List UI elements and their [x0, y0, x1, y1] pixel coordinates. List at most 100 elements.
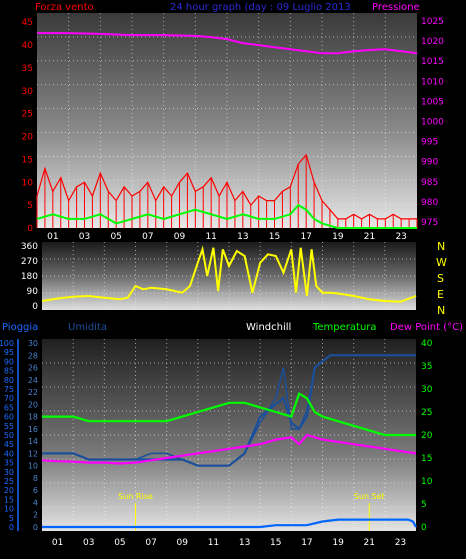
rain-line	[42, 518, 417, 529]
humidity-tick-label: 12	[28, 449, 38, 458]
pressure-axis: 975 980 985 990 995 1000 1005 1010 1015 1020 1025	[421, 17, 444, 228]
rain-tick-label: 80	[4, 376, 14, 385]
legend-dewpoint: Dew Point (°C)	[390, 322, 463, 333]
direction-letter-e: E	[437, 288, 444, 301]
x-tick-label: 01	[52, 538, 63, 548]
pressure-tick-label: 1015	[421, 57, 444, 67]
x-tick-label: 17	[301, 538, 312, 548]
x-tick-label: 09	[177, 538, 189, 548]
rain-tick-label: 40	[4, 449, 14, 458]
wind-tick-label: 5	[27, 201, 33, 211]
wind-speed-axis: 0 5 10 15 20 25 30 35 40 45	[22, 18, 34, 234]
x-tick-label: 15	[270, 538, 281, 548]
sun-marker-label: Sun Set	[354, 492, 385, 501]
temperature-tick-label: 10	[421, 477, 433, 487]
x-tick-label: 03	[79, 232, 90, 242]
temperature-tick-label: 35	[421, 362, 432, 372]
humidity-tick-label: 22	[28, 388, 38, 397]
pressure-tick-label: 1025	[421, 17, 444, 27]
rain-tick-label: 45	[4, 440, 14, 449]
header-left-label: Forza vento	[35, 2, 94, 13]
rain-tick-label: 75	[4, 385, 14, 394]
x-tick-label: 09	[174, 232, 186, 242]
wind-panel-grid	[37, 13, 417, 228]
wind-tick-label: 20	[22, 133, 34, 143]
rain-tick-label: 60	[4, 413, 14, 422]
x-tick-label: 21	[364, 232, 375, 242]
rain-tick-label: 35	[4, 459, 14, 468]
humidity-tick-label: 4	[33, 498, 38, 507]
x-tick-label: 11	[205, 232, 216, 242]
climate-panel-series	[41, 354, 417, 529]
direction-tick-label: 90	[27, 287, 39, 297]
wind-direction-line	[41, 245, 417, 303]
direction-letters: N W S E N	[436, 240, 447, 317]
rain-tick-label: 10	[4, 505, 14, 514]
x-tick-label: 19	[332, 232, 344, 242]
humidity-tick-label: 14	[28, 437, 38, 446]
x-tick-label: 17	[300, 232, 311, 242]
wind-tick-label: 15	[22, 155, 33, 165]
pressure-tick-label: 1005	[421, 97, 444, 107]
rain-tick-label: 90	[4, 357, 14, 366]
direction-tick-label: 180	[21, 272, 38, 282]
pressure-tick-label: 985	[421, 178, 438, 188]
rain-tick-label: 55	[4, 422, 14, 431]
temperature-tick-label: 5	[421, 500, 427, 510]
rain-tick-label: 25	[4, 477, 14, 486]
humidity-tick-label: 18	[28, 413, 38, 422]
temperature-tick-label: 25	[421, 408, 432, 418]
x-tick-label: 19	[332, 538, 344, 548]
windchill-line	[42, 354, 416, 467]
x-tick-label: 07	[142, 232, 153, 242]
pressure-tick-label: 1000	[421, 118, 444, 128]
humidity-tick-label: 26	[28, 364, 38, 373]
wind-tick-label: 35	[22, 64, 33, 74]
x-tick-label: 05	[114, 538, 125, 548]
rain-tick-label: 5	[9, 514, 14, 523]
pressure-line	[37, 32, 418, 55]
climate-panel-grid	[42, 339, 416, 531]
x-tick-label: 13	[237, 232, 248, 242]
humidity-tick-label: 30	[28, 339, 38, 348]
rain-tick-label: 0	[9, 523, 14, 532]
humidity-tick-label: 10	[28, 462, 38, 471]
direction-letter-n-top: N	[437, 240, 445, 253]
temperature-tick-label: 0	[421, 523, 427, 533]
wind-tick-label: 30	[22, 87, 34, 97]
header-right-label: Pressione	[372, 2, 420, 13]
humidity-tick-label: 0	[33, 523, 38, 532]
pressure-tick-label: 990	[421, 158, 438, 168]
direction-letter-n-bottom: N	[437, 304, 445, 317]
wind-panel-x-axis: 01 03 05 07 09 11 13 15 17 19 21 23	[47, 232, 407, 242]
legend-pioggia: Pioggia	[2, 322, 38, 333]
wind-tick-label: 0	[27, 224, 33, 234]
humidity-tick-label: 16	[28, 425, 38, 434]
wind-panel-series	[36, 32, 418, 229]
temperature-tick-label: 15	[421, 454, 432, 464]
x-tick-label: 01	[47, 232, 58, 242]
rain-tick-label: 85	[4, 367, 14, 376]
pressure-tick-label: 975	[421, 218, 438, 228]
legend-temperatura: Temperatura	[312, 322, 377, 333]
pressure-tick-label: 1010	[421, 77, 444, 87]
x-tick-label: 15	[269, 232, 280, 242]
pressure-tick-label: 980	[421, 198, 438, 208]
humidity-tick-label: 20	[28, 400, 38, 409]
legend-umidita: Umidita	[68, 322, 107, 333]
wind-tick-label: 25	[22, 110, 33, 120]
wind-tick-label: 40	[22, 41, 34, 51]
humidity-tick-label: 24	[28, 376, 38, 385]
rain-tick-label: 50	[4, 431, 14, 440]
x-tick-label: 05	[110, 232, 121, 242]
x-tick-label: 23	[395, 538, 406, 548]
direction-tick-label: 270	[21, 257, 38, 267]
direction-axis: 0 90 180 270 360	[21, 242, 38, 312]
direction-panel-series	[41, 245, 417, 303]
direction-tick-label: 360	[21, 242, 38, 252]
sun-marker-label: Sun Rise	[118, 492, 153, 501]
humidity-tick-label: 28	[28, 351, 38, 360]
direction-letter-s: S	[437, 272, 444, 285]
